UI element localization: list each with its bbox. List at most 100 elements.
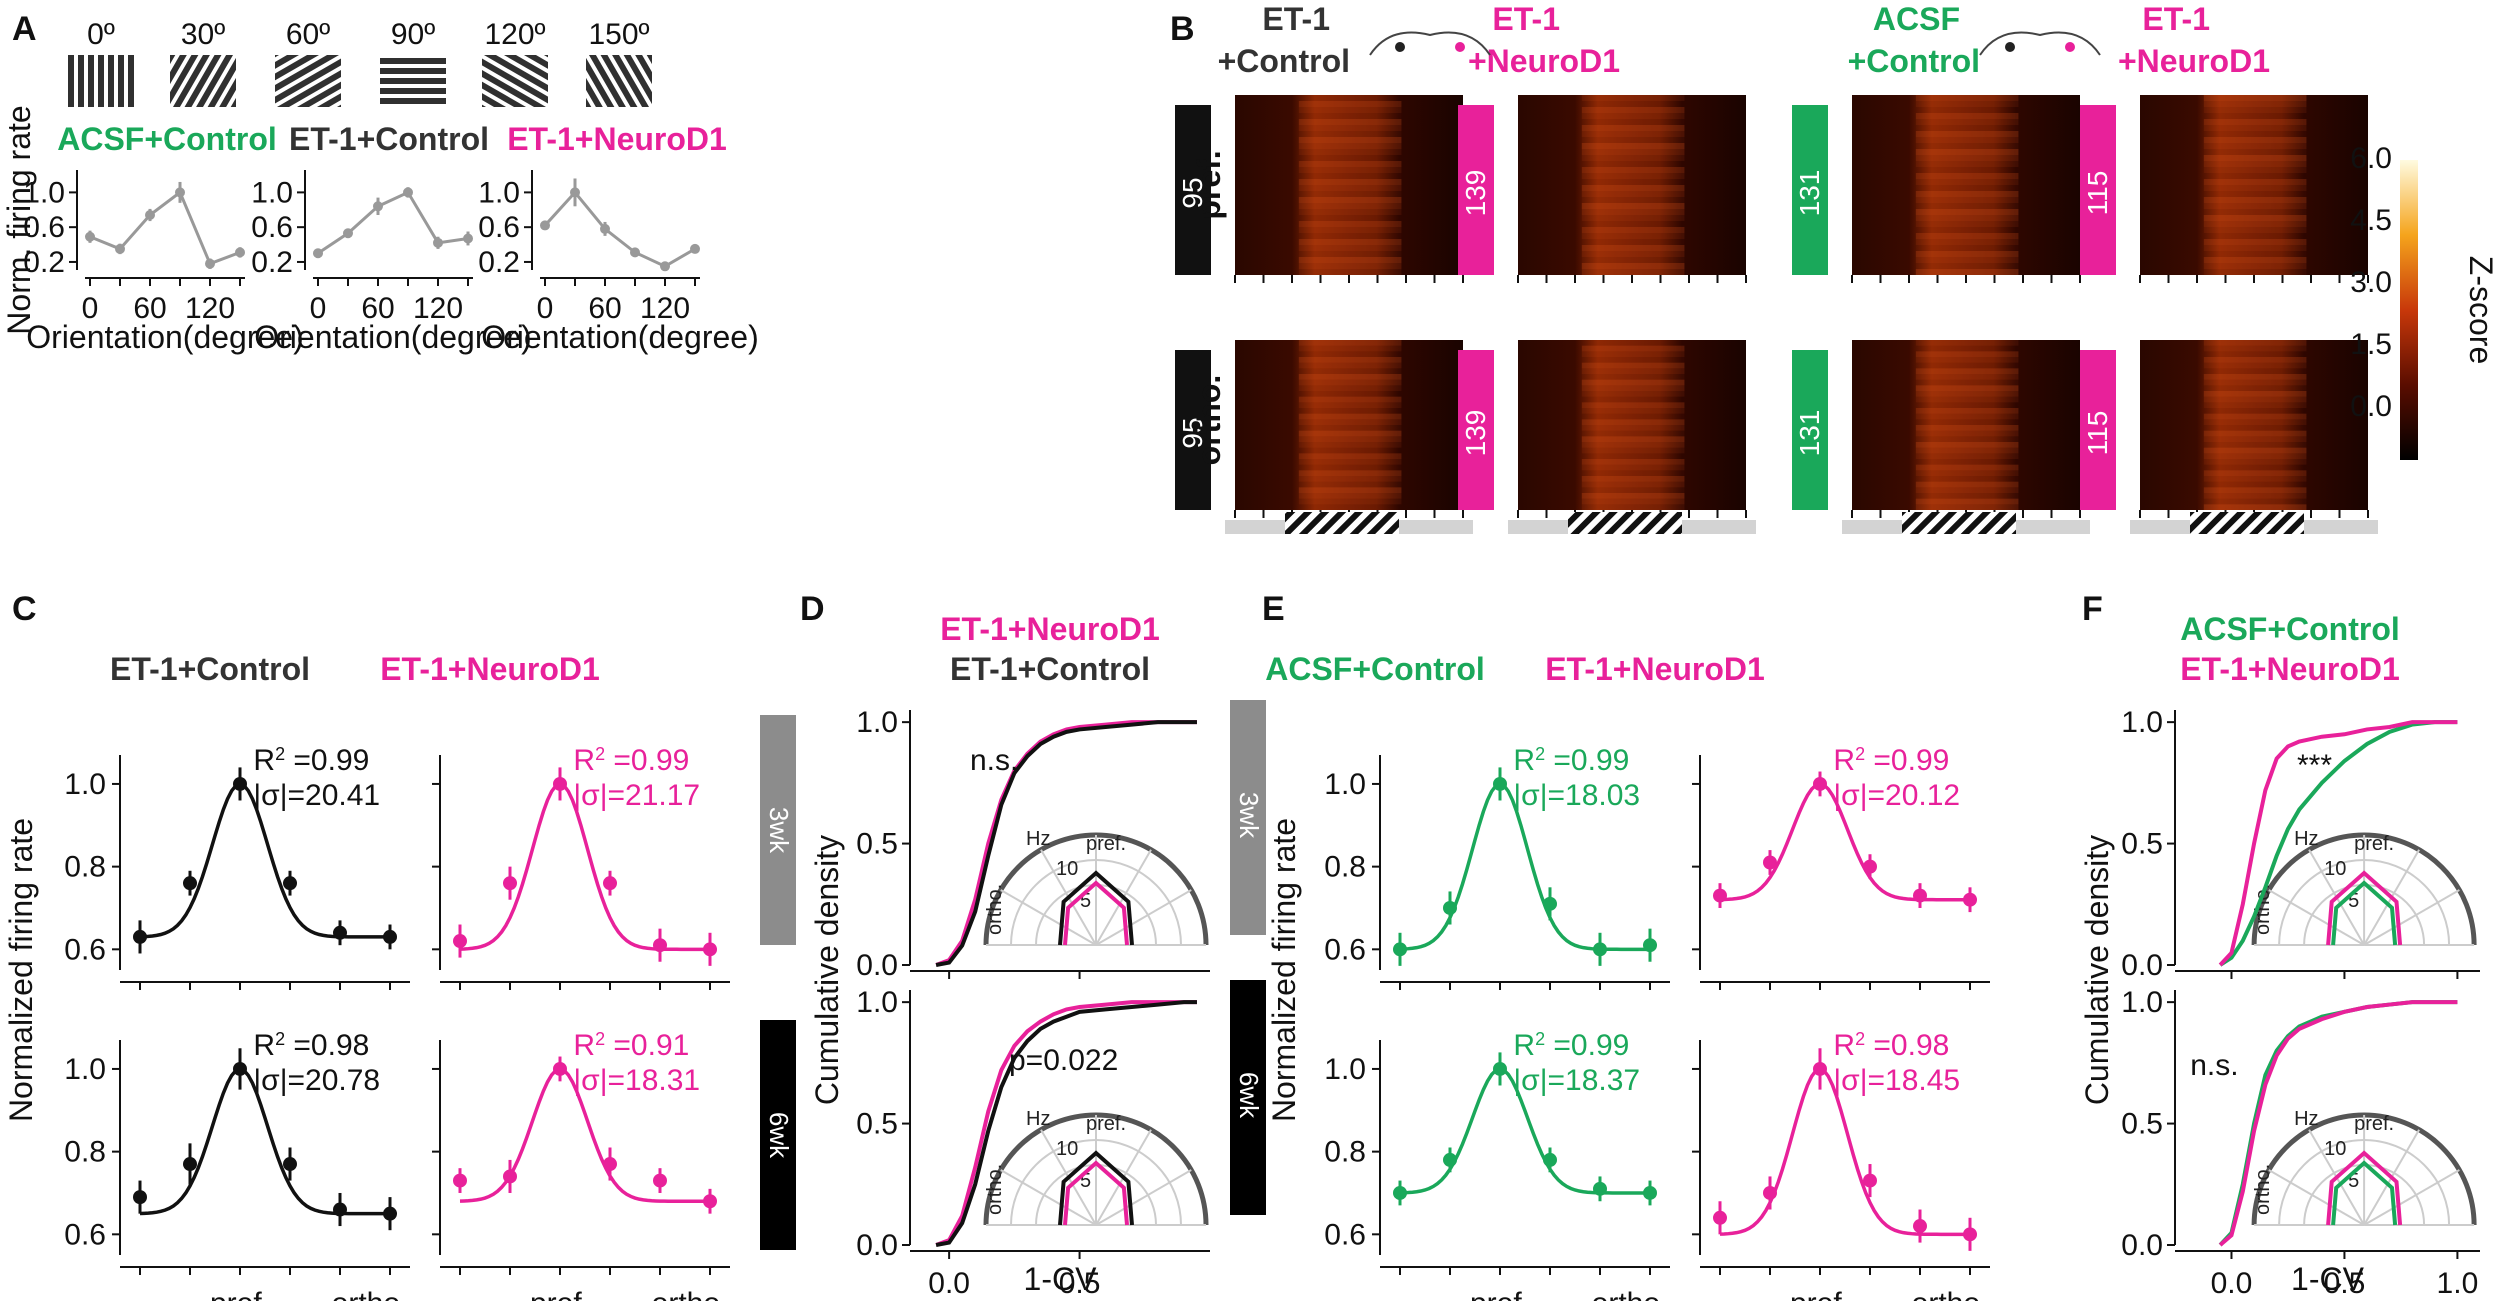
panel-label-d: D xyxy=(800,590,825,628)
heatmap-row xyxy=(1915,396,2019,403)
heatmap-row xyxy=(1915,425,2019,431)
heatmap xyxy=(1518,340,1746,510)
grating-stripe xyxy=(177,55,236,107)
grating-stripe xyxy=(593,55,652,107)
heatmap-row xyxy=(1581,459,1685,465)
heatmap xyxy=(2140,95,2368,275)
colorbar-tick: 1.5 xyxy=(2350,328,2392,361)
r-squared-sup: 2 xyxy=(275,1029,285,1049)
count-tag xyxy=(2080,105,2116,275)
heatmap xyxy=(1235,95,1463,275)
heatmap-row xyxy=(1915,203,2019,209)
heatmap-row xyxy=(1915,487,2019,493)
heatmap-row xyxy=(1298,476,1402,482)
heatmap-group-title: +NeuroD1 xyxy=(1468,43,1620,79)
week-tag-label: 6wk xyxy=(764,1112,794,1159)
heatmap-row xyxy=(1298,203,1402,209)
heatmap-row xyxy=(2203,374,2307,380)
heatmap-row xyxy=(1581,419,1685,425)
data-point xyxy=(183,876,197,891)
x-tick-label: pref. xyxy=(530,1287,590,1301)
heatmap-row xyxy=(1916,245,2019,251)
heatmap-row xyxy=(1915,149,2019,155)
heatmap-row xyxy=(1581,374,1685,380)
heatmap-row xyxy=(1581,155,1685,161)
heatmap-group-title: ET-1 xyxy=(1262,1,1330,37)
grating-stripe xyxy=(482,64,548,107)
heatmap-row xyxy=(1915,119,2019,125)
heatmap-row xyxy=(1915,447,2019,454)
panel-e-gaussian-fits: ACSF+Control ET-1+NeuroD1 0.6 0.8 1.0 R2 =0.9… xyxy=(1265,651,1990,1301)
heatmap-row xyxy=(2203,476,2307,482)
sigma-value: |σ|=21.17 xyxy=(573,779,700,812)
polar-spoke xyxy=(2363,1169,2460,1226)
grating-stripe xyxy=(275,55,341,107)
data-point xyxy=(1713,888,1727,903)
heatmap-row xyxy=(2203,442,2307,448)
data-point xyxy=(403,187,413,198)
panel-label-a: A xyxy=(12,10,37,48)
week-tag xyxy=(1230,980,1266,1215)
sigma-value: |σ|=18.37 xyxy=(1513,1064,1640,1097)
data-point xyxy=(503,1169,517,1184)
heatmap-row xyxy=(1298,453,1402,459)
heatmap-row xyxy=(1915,408,2019,414)
heatmap-row xyxy=(1298,263,1402,269)
heatmap-row xyxy=(1915,233,2019,239)
panel-d-cumulative: ET-1+NeuroD1 ET-1+Control 0.0 0.5 1.0 Hz pref.… xyxy=(809,611,1266,1300)
y-tick-label: 1.0 xyxy=(64,1053,106,1086)
data-point xyxy=(283,1157,297,1172)
heatmap-row xyxy=(1915,430,2019,437)
grating-stripes xyxy=(275,55,341,107)
polar-spoke xyxy=(1000,889,1097,946)
heatmap-row xyxy=(1581,498,1685,505)
heatmap-row xyxy=(2203,167,2307,173)
heatmap-row xyxy=(1298,374,1402,380)
heatmap-row xyxy=(1582,414,1685,420)
heatmap-row xyxy=(1581,197,1685,203)
colorbar xyxy=(2400,160,2418,460)
data-point xyxy=(1963,1227,1977,1242)
panel-label-f: F xyxy=(2082,590,2103,628)
x-tick-label: 60 xyxy=(361,292,394,325)
x-tick-label: 120 xyxy=(185,292,235,325)
polar-tuning xyxy=(2331,1160,2398,1226)
heatmap-row xyxy=(1581,368,1685,374)
heatmap-row xyxy=(2203,203,2307,209)
grating-stripe xyxy=(38,1,44,161)
count-tag xyxy=(1458,350,1494,510)
heatmap-row xyxy=(2203,257,2307,263)
brain-icon xyxy=(1369,31,1491,56)
heatmap-row xyxy=(2203,143,2307,149)
data-point xyxy=(1813,1061,1827,1076)
x-tick-label: ortho. xyxy=(652,1287,729,1301)
grating-stripe xyxy=(78,55,84,107)
heatmap-row xyxy=(1299,351,1402,357)
heatmap-row xyxy=(1581,143,1685,149)
stimulus-angle-label: 90º xyxy=(391,18,435,51)
polar-tick: 5 xyxy=(1080,890,1091,912)
heatmap-row xyxy=(1915,191,2019,197)
heatmap-row xyxy=(1299,233,1402,239)
y-axis-label: Normalized firing rate xyxy=(3,818,39,1122)
panel-b-heatmaps: ET-1 +Control ET-1 +NeuroD1 ACSF +Control ET-1… xyxy=(1175,1,2499,534)
heatmap xyxy=(1852,340,2080,510)
heatmap-row xyxy=(1916,476,2019,482)
r-squared-value: =0.99 xyxy=(605,744,689,777)
heatmap-row xyxy=(2203,453,2307,459)
heatmap-row xyxy=(1915,436,2019,442)
heatmap-row xyxy=(1915,209,2019,215)
heatmap-row xyxy=(2203,149,2307,155)
heatmap-row xyxy=(2203,125,2307,131)
heatmap-row xyxy=(1298,179,1402,185)
heatmap-row xyxy=(1915,155,2019,161)
heatmap-row xyxy=(1915,368,2019,374)
heatmap-row xyxy=(1581,402,1685,408)
r-squared-value: =0.99 xyxy=(285,744,369,777)
grating-stripe xyxy=(108,55,114,107)
data-point xyxy=(1863,859,1877,874)
heatmap-row xyxy=(2203,155,2307,161)
data-point xyxy=(1913,1219,1927,1234)
heatmap-row xyxy=(1298,459,1402,465)
legend-label: ACSF+Control xyxy=(2180,611,2400,647)
